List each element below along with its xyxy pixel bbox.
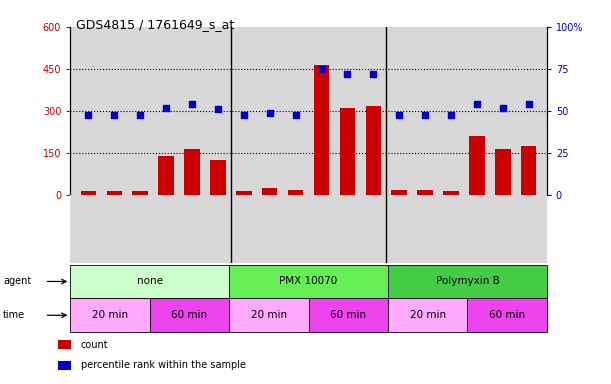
Point [161,105,171,111]
Bar [106,191,122,195]
Bar [417,190,433,195]
Bar [133,191,148,195]
Bar [70,298,150,332]
Text: time: time [3,310,25,320]
Point [446,111,456,118]
Bar [495,149,511,195]
Bar [443,191,459,195]
Bar [469,136,485,195]
Text: 60 min: 60 min [330,310,367,320]
Bar [521,146,536,195]
Bar [81,191,96,195]
Bar [185,149,200,195]
Point [498,105,508,111]
Bar [158,156,174,195]
Bar [388,298,467,332]
Text: Polymyxin B: Polymyxin B [436,276,499,286]
Bar [313,65,329,195]
Point [135,111,145,118]
Bar [340,108,355,195]
Point [524,101,533,108]
Point [187,101,197,108]
Bar [58,361,71,370]
Point [316,66,326,72]
Point [368,71,378,77]
Point [291,111,301,118]
Text: 60 min: 60 min [171,310,208,320]
Point [343,71,353,77]
Point [239,111,249,118]
Text: none: none [137,276,163,286]
Bar [236,191,252,195]
Bar [262,189,277,195]
Bar [58,341,71,349]
Text: 60 min: 60 min [489,310,525,320]
Bar [365,106,381,195]
Point [420,111,430,118]
Point [84,111,93,118]
Bar [309,298,388,332]
Text: 20 min: 20 min [92,310,128,320]
Point [265,110,274,116]
Bar [388,265,547,298]
Point [109,111,119,118]
Text: 20 min: 20 min [409,310,446,320]
Bar [392,190,407,195]
Bar [150,298,229,332]
Text: 20 min: 20 min [251,310,287,320]
Text: PMX 10070: PMX 10070 [279,276,338,286]
Text: GDS4815 / 1761649_s_at: GDS4815 / 1761649_s_at [76,18,235,31]
Bar [229,298,309,332]
Text: agent: agent [3,276,31,286]
Text: percentile rank within the sample: percentile rank within the sample [81,361,246,371]
Text: count: count [81,340,108,350]
Bar [467,298,547,332]
Bar [210,161,225,195]
Bar [70,265,229,298]
Point [394,111,404,118]
Bar [229,265,388,298]
Bar [288,190,304,195]
Point [472,101,482,108]
Point [213,106,223,113]
